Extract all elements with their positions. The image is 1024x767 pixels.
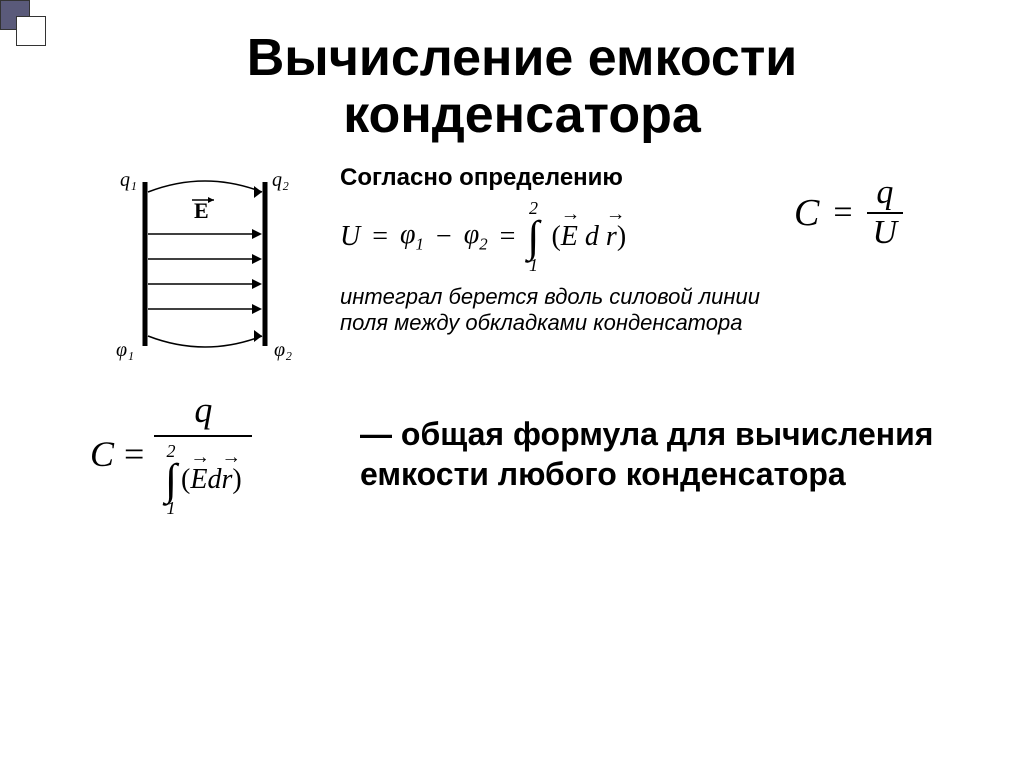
conclusion-body: общая формула для вычисления емкости люб… xyxy=(360,416,933,492)
sym-eq: = xyxy=(124,433,144,475)
integrand: (E d r) xyxy=(551,221,626,253)
integrand: (Edr) xyxy=(181,464,242,496)
sym-eq: = xyxy=(372,221,388,253)
eq-C-general: C = q 2 ∫ 1 (Edr) xyxy=(90,389,330,518)
row-conclusion: C = q 2 ∫ 1 (Edr) — общая форм xyxy=(70,389,974,518)
frac-qU: q U xyxy=(867,174,904,252)
field-line xyxy=(148,181,262,192)
slide-title: Вычисление емкости конденсатора xyxy=(70,30,974,144)
conclusion-text: — общая формула для вычисления емкости л… xyxy=(360,414,974,494)
eq-U: U = φ1 − φ2 = 2 ∫ 1 (E d r) xyxy=(340,198,774,275)
sym-minus: − xyxy=(436,221,452,253)
sym-C: C xyxy=(794,191,819,235)
sym-phi2: φ2 xyxy=(464,219,488,255)
integral: 2 ∫ 1 xyxy=(527,198,539,275)
label-phi2: φ₂ xyxy=(274,339,292,361)
frac-main: q 2 ∫ 1 (Edr) xyxy=(154,389,252,518)
subheading: Согласно определению xyxy=(340,164,774,192)
den-integral: 2 ∫ 1 (Edr) xyxy=(159,437,248,518)
label-phi1: φ₁ xyxy=(116,339,134,361)
dash: — xyxy=(360,416,392,452)
row-definition: q₁ q₂ E xyxy=(70,164,974,364)
sym-U: U xyxy=(340,221,360,253)
field-line xyxy=(148,336,262,347)
label-q2: q₂ xyxy=(272,169,289,191)
integral-note: интеграл берется вдоль силовой линии пол… xyxy=(340,284,774,337)
sym-eq2: = xyxy=(500,221,516,253)
integral: 2 ∫ 1 xyxy=(165,441,177,518)
definition-block: Согласно определению U = φ1 − φ2 = 2 ∫ 1… xyxy=(340,164,774,336)
eq-C-def: C = q U xyxy=(794,174,974,252)
capacitor-diagram: q₁ q₂ E xyxy=(90,164,320,364)
sym-C: C xyxy=(90,433,114,475)
corner-decor xyxy=(0,0,30,30)
field-lines-straight xyxy=(148,229,262,314)
slide: Вычисление емкости конденсатора q₁ q₂ E xyxy=(0,0,1024,549)
sym-eq: = xyxy=(833,194,852,232)
label-E: E xyxy=(194,198,209,223)
label-q1: q₁ xyxy=(120,169,137,191)
sym-phi1: φ1 xyxy=(400,219,424,255)
